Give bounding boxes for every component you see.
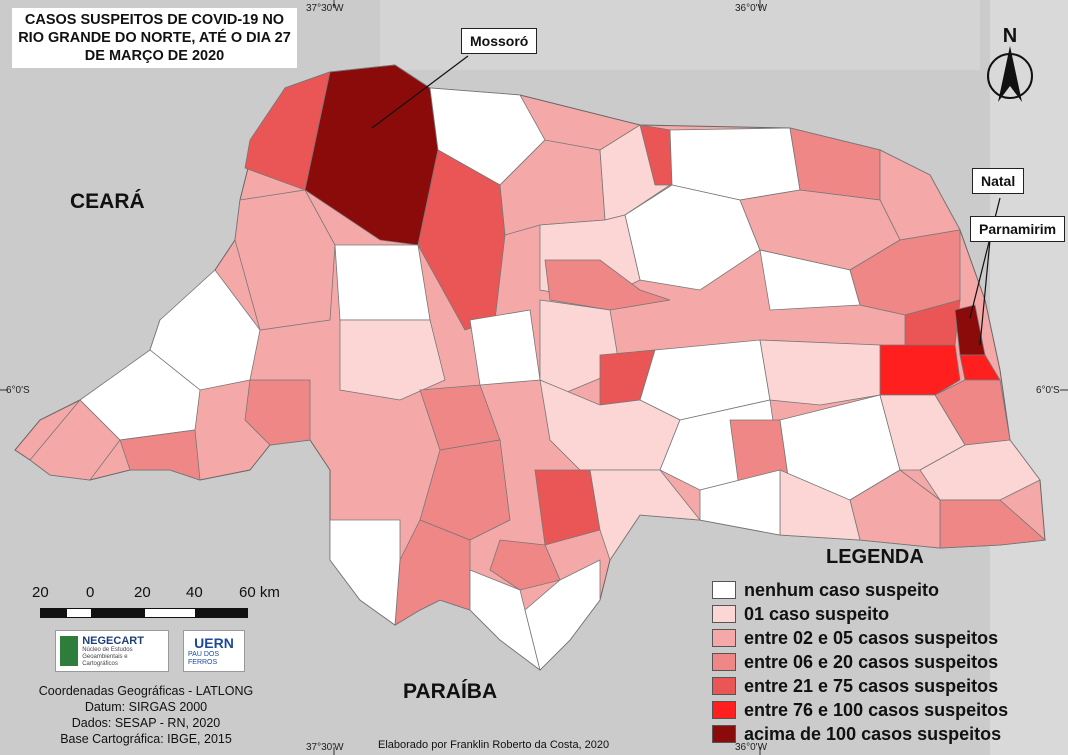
municipality-area (879, 344, 961, 396)
legend-item: 01 caso suspeito (712, 602, 1008, 626)
municipality-area (244, 379, 311, 446)
negecart-subtitle: Núcleo de Estudos Geoambientais e Cartog… (82, 646, 133, 667)
legend-item: entre 21 e 75 casos suspeitos (712, 674, 1008, 698)
legend-item: acima de 100 casos suspeitos (712, 722, 1008, 746)
lat-label-east: 6°0'S (1036, 385, 1060, 396)
scale-segment (40, 608, 66, 618)
title-line: DE MARÇO DE 2020 (84, 48, 225, 64)
legend: nenhum caso suspeito 01 caso suspeito en… (712, 578, 1008, 746)
municipality-area (589, 469, 701, 561)
scale-segment (66, 608, 92, 618)
lon-label-top-east: 36°0'W (735, 3, 768, 14)
municipality-area (524, 559, 601, 671)
legend-swatch (712, 677, 736, 695)
legend-label: entre 02 e 05 casos suspeitos (744, 627, 999, 648)
credit-line: Dados: SESAP - RN, 2020 (71, 716, 221, 730)
credit-line: Base Cartográfica: IBGE, 2015 (60, 732, 232, 746)
scale-label: 40 (186, 584, 203, 601)
legend-swatch (712, 725, 736, 743)
legend-label: 01 caso suspeito (744, 603, 890, 624)
scale-labels: 20 0 20 40 60 km (32, 584, 296, 602)
scale-bar-segments (40, 608, 296, 618)
title-line: RIO GRANDE DO NORTE, ATÉ O DIA 27 (18, 30, 291, 46)
legend-label: entre 06 e 20 casos suspeitos (744, 651, 999, 672)
municipality-area (119, 429, 201, 481)
scale-segment (92, 608, 144, 618)
north-arrow-icon: N (987, 25, 1033, 102)
scale-label: 60 km (239, 584, 280, 601)
legend-item: entre 06 e 20 casos suspeitos (712, 650, 1008, 674)
credit-line: Datum: SIRGAS 2000 (84, 700, 208, 714)
scale-label: 20 (134, 584, 151, 601)
municipality-area (699, 469, 781, 536)
municipality-area (244, 71, 331, 191)
lat-label-west: 6°0'S (6, 385, 30, 396)
negecart-logo: NEGECART Núcleo de Estudos Geoambientais… (55, 630, 169, 672)
legend-label: entre 76 e 100 casos suspeitos (744, 699, 1009, 720)
logos: NEGECART Núcleo de Estudos Geoambientais… (55, 630, 245, 672)
municipality-area (29, 399, 121, 481)
natal-callout: Natal (972, 168, 1025, 194)
legend-swatch (712, 629, 736, 647)
municipality-area (469, 569, 541, 671)
credit-line: Coordenadas Geográficas - LATLONG (38, 684, 254, 698)
legend-label: acima de 100 casos suspeitos (744, 723, 1002, 744)
uern-logo: UERN PAU DOS FERROS (183, 630, 245, 672)
legend-label: entre 21 e 75 casos suspeitos (744, 675, 999, 696)
title-line: CASOS SUSPEITOS DE COVID-19 NO (24, 12, 285, 28)
legend-item: entre 02 e 05 casos suspeitos (712, 626, 1008, 650)
municipality-area (489, 539, 561, 591)
municipality-area (759, 339, 881, 406)
mossoro-callout: Mossoró (461, 28, 538, 54)
scale-bar: 20 0 20 40 60 km (32, 584, 296, 618)
legend-swatch (712, 653, 736, 671)
uern-name: UERN (194, 634, 234, 651)
lon-label-bottom-east: 36°0'W (735, 742, 768, 753)
legend-label: nenhum caso suspeito (744, 579, 940, 600)
municipality-area (419, 439, 511, 541)
municipality-area (544, 259, 671, 311)
map-title: CASOS SUSPEITOS DE COVID-19 NO RIO GRAND… (12, 8, 297, 68)
scale-label: 20 (32, 584, 49, 601)
ceara-label: CEARÁ (70, 190, 145, 213)
legend-swatch (712, 605, 736, 623)
legend-swatch (712, 581, 736, 599)
legend-title: LEGENDA (826, 546, 924, 568)
municipality-area (334, 244, 431, 321)
map-credits: Coordenadas Geográficas - LATLONG Datum:… (30, 683, 262, 747)
scale-segment (144, 608, 196, 618)
municipality-area (469, 309, 541, 386)
scale-segment (196, 608, 248, 618)
legend-item: entre 76 e 100 casos suspeitos (712, 698, 1008, 722)
author-credit: Elaborado por Franklin Roberto da Costa,… (378, 739, 610, 751)
negecart-name: NEGECART (82, 634, 144, 647)
parnamirim-callout: Parnamirim (970, 216, 1066, 242)
uern-subtitle: PAU DOS FERROS (188, 650, 219, 666)
scale-label: 0 (86, 584, 95, 601)
municipalities (29, 64, 1046, 671)
lon-label-bottom-west: 37°30'W (306, 742, 344, 753)
municipality-area (329, 519, 401, 626)
legend-swatch (712, 701, 736, 719)
legend-item: nenhum caso suspeito (712, 578, 1008, 602)
paraiba-label: PARAÍBA (403, 680, 498, 703)
municipality-area (599, 124, 671, 221)
lon-label-top-west: 37°30'W (306, 3, 344, 14)
north-letter: N (1003, 25, 1017, 47)
ocean-area (990, 0, 1068, 755)
north-arrow: N (980, 24, 1040, 113)
tree-icon (60, 636, 79, 666)
municipality-area (234, 189, 336, 331)
